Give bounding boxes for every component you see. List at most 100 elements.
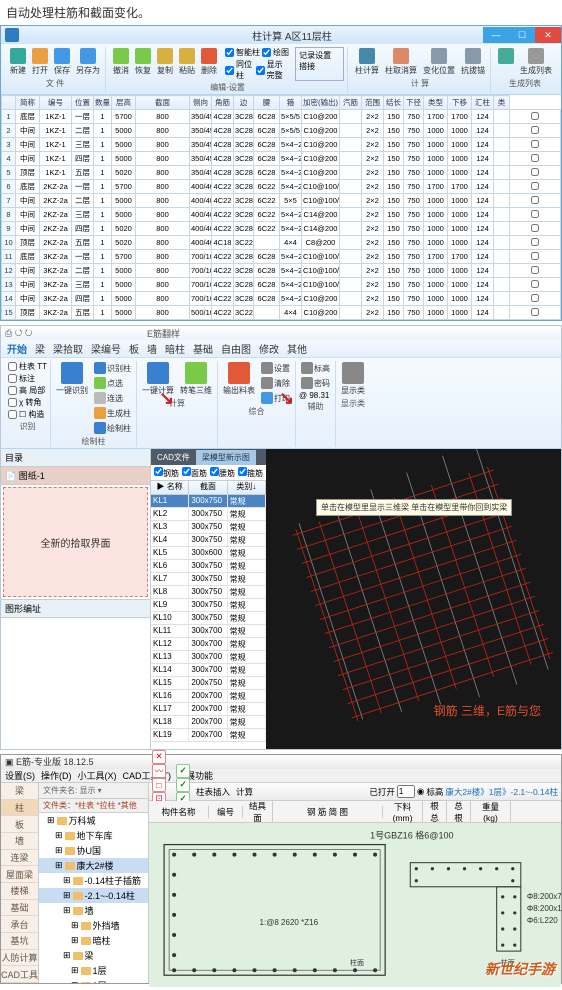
- list-item[interactable]: KL3300x750常规: [151, 521, 266, 534]
- ribbon-button[interactable]: 密码: [299, 376, 332, 390]
- ribbon-button[interactable]: 撤消: [111, 47, 131, 81]
- ribbon-button[interactable]: 另存为: [74, 47, 102, 77]
- list-body[interactable]: KL1300x750常规KL2300x750常规KL3300x750常规KL43…: [151, 495, 266, 749]
- ribbon-option[interactable]: χ 转角: [8, 397, 47, 408]
- opened-count[interactable]: [397, 785, 415, 798]
- filter-check[interactable]: 箍筋: [238, 467, 263, 479]
- tree-node[interactable]: ⊞-2.1~-0.14柱: [39, 888, 148, 903]
- sidebar-category[interactable]: 楼梯: [1, 883, 38, 900]
- table-row[interactable]: 9中间2KZ-2a四层15020800400/400×100/5004C223C…: [2, 222, 561, 236]
- col-header[interactable]: 简称: [16, 96, 40, 110]
- row-checkbox[interactable]: [510, 138, 561, 152]
- tree-node[interactable]: ⊞协U国: [39, 843, 148, 858]
- menu-item[interactable]: 墙: [147, 341, 157, 356]
- col-header[interactable]: 编号: [40, 96, 72, 110]
- sidebar-category[interactable]: 屋面梁: [1, 866, 38, 883]
- menu-item[interactable]: 小工具(X): [78, 769, 117, 782]
- col-header[interactable]: 加密(输出): [302, 96, 340, 110]
- table-row[interactable]: 11底层3KZ-2a一层15700800700/100×100/7004C223…: [2, 250, 561, 264]
- ribbon-button[interactable]: 生成柱: [92, 406, 133, 420]
- col-header[interactable]: 范围: [362, 96, 384, 110]
- list-item[interactable]: KL9300x750常规: [151, 599, 266, 612]
- col-header[interactable]: 结长: [384, 96, 404, 110]
- list-item[interactable]: KL7300x750常规: [151, 573, 266, 586]
- menu-item[interactable]: 基础: [193, 341, 213, 356]
- sidebar-category[interactable]: 基坑: [1, 933, 38, 950]
- ribbon-button[interactable]: 转笔三维: [178, 361, 214, 397]
- col-header[interactable]: 编号: [209, 806, 243, 818]
- ribbon-button[interactable]: 输出料表: [221, 361, 257, 405]
- col-type[interactable]: 类别↓: [228, 481, 266, 494]
- table-row[interactable]: 3中间1KZ-1三层15000800350/450×100/7004C283C2…: [2, 138, 561, 152]
- ribbon-option[interactable]: 标注: [8, 373, 47, 384]
- list-item[interactable]: KL5300x600常规: [151, 547, 266, 560]
- ribbon-button[interactable]: 柱取消算: [383, 47, 419, 77]
- row-checkbox[interactable]: [510, 222, 561, 236]
- ribbon-button[interactable]: 显示类: [339, 361, 367, 397]
- col-header[interactable]: 角筋: [212, 96, 234, 110]
- tree-node[interactable]: ⊞万科城: [39, 813, 148, 828]
- list-item[interactable]: KL10300x750常规: [151, 612, 266, 625]
- row-checkbox[interactable]: [510, 264, 561, 278]
- toolbar-button[interactable]: ✓: [176, 764, 190, 778]
- menu-item[interactable]: 开始: [7, 341, 27, 356]
- table-row[interactable]: 5顶层1KZ-1五层15020800350/450×100/7004C283C2…: [2, 166, 561, 180]
- table-row[interactable]: 15顶层3KZ-2a五层15000800500/100×100/7004C223…: [2, 306, 561, 320]
- col-header[interactable]: 数量: [94, 96, 112, 110]
- tree-node[interactable]: ⊞梁: [39, 948, 148, 963]
- col-header[interactable]: 根总: [423, 800, 447, 824]
- list-item[interactable]: KL15200x750常规: [151, 677, 266, 690]
- row-checkbox[interactable]: [510, 166, 561, 180]
- table-row[interactable]: 10顶层2KZ-2a五层15020800400/400×100/5004C183…: [2, 236, 561, 250]
- col-header[interactable]: [2, 96, 16, 110]
- col-header[interactable]: 下料(mm): [383, 801, 423, 823]
- col-header[interactable]: 截面: [136, 96, 190, 110]
- list-item[interactable]: KL16200x700常规: [151, 690, 266, 703]
- col-header[interactable]: 位置: [72, 96, 94, 110]
- ribbon-button[interactable]: 设置: [259, 361, 292, 375]
- sidebar-category[interactable]: 柱: [1, 800, 38, 817]
- sidebar-category[interactable]: 板: [1, 816, 38, 833]
- toolbar-button[interactable]: □: [152, 778, 166, 792]
- row-checkbox[interactable]: [510, 208, 561, 222]
- ribbon-button[interactable]: 恢复: [133, 47, 153, 81]
- check-option[interactable]: 同位柱 显示完整: [225, 59, 290, 81]
- list-item[interactable]: KL14300x700常规: [151, 664, 266, 677]
- tab-cad-file[interactable]: CAD文件: [151, 450, 196, 465]
- tree-node[interactable]: ⊞2层: [39, 978, 148, 983]
- sidebar-category[interactable]: 连梁: [1, 850, 38, 867]
- menu-item[interactable]: 自由图: [221, 341, 251, 356]
- sidebar-category[interactable]: 基础: [1, 900, 38, 917]
- row-checkbox[interactable]: [510, 236, 561, 250]
- tree-node[interactable]: ⊞暗柱: [39, 933, 148, 948]
- row-checkbox[interactable]: [510, 152, 561, 166]
- ribbon-button[interactable]: 删除: [199, 47, 219, 81]
- list-item[interactable]: KL2300x750常规: [151, 508, 266, 521]
- filter-check[interactable]: 钢筋: [154, 467, 179, 479]
- ribbon-option[interactable]: ☐ 构造: [8, 409, 47, 420]
- ribbon-button[interactable]: [496, 47, 516, 77]
- sidebar-category[interactable]: 承台: [1, 916, 38, 933]
- col-header[interactable]: 层高: [112, 96, 136, 110]
- ribbon-button[interactable]: 保存: [52, 47, 72, 77]
- tree-body[interactable]: ⊞万科城⊞地下车库⊞协U国⊞康大2#楼⊞-0.14柱子插筋⊞-2.1~-0.14…: [39, 813, 148, 983]
- col-header[interactable]: 汽筋: [340, 96, 362, 110]
- menu-item[interactable]: 操作(D): [41, 769, 72, 782]
- toolbar-button[interactable]: ✕: [152, 750, 166, 764]
- sidebar-category[interactable]: 人防计算: [1, 950, 38, 967]
- row-checkbox[interactable]: [510, 250, 561, 264]
- col-header[interactable]: 结具面: [243, 800, 273, 824]
- list-item[interactable]: KL19200x700常规: [151, 729, 266, 742]
- row-checkbox[interactable]: [510, 110, 561, 124]
- ribbon-button[interactable]: 打开: [30, 47, 50, 77]
- tab-beam-model[interactable]: 梁模型新示图: [196, 450, 256, 465]
- col-header[interactable]: 类: [494, 96, 510, 110]
- ribbon-button[interactable]: 点选: [92, 376, 133, 390]
- minimize-button[interactable]: —: [483, 27, 509, 43]
- col-header[interactable]: 箍: [280, 96, 302, 110]
- table-row[interactable]: 1底层1KZ-1一层15700800350/450×100/7004C283C2…: [2, 110, 561, 124]
- maximize-button[interactable]: ☐: [509, 27, 535, 43]
- table-row[interactable]: 6底层2KZ-2a一层15700800400/400×100/5004C223C…: [2, 180, 561, 194]
- ribbon-button[interactable]: 连选: [92, 391, 133, 405]
- tree-node[interactable]: ⊞外挡墙: [39, 918, 148, 933]
